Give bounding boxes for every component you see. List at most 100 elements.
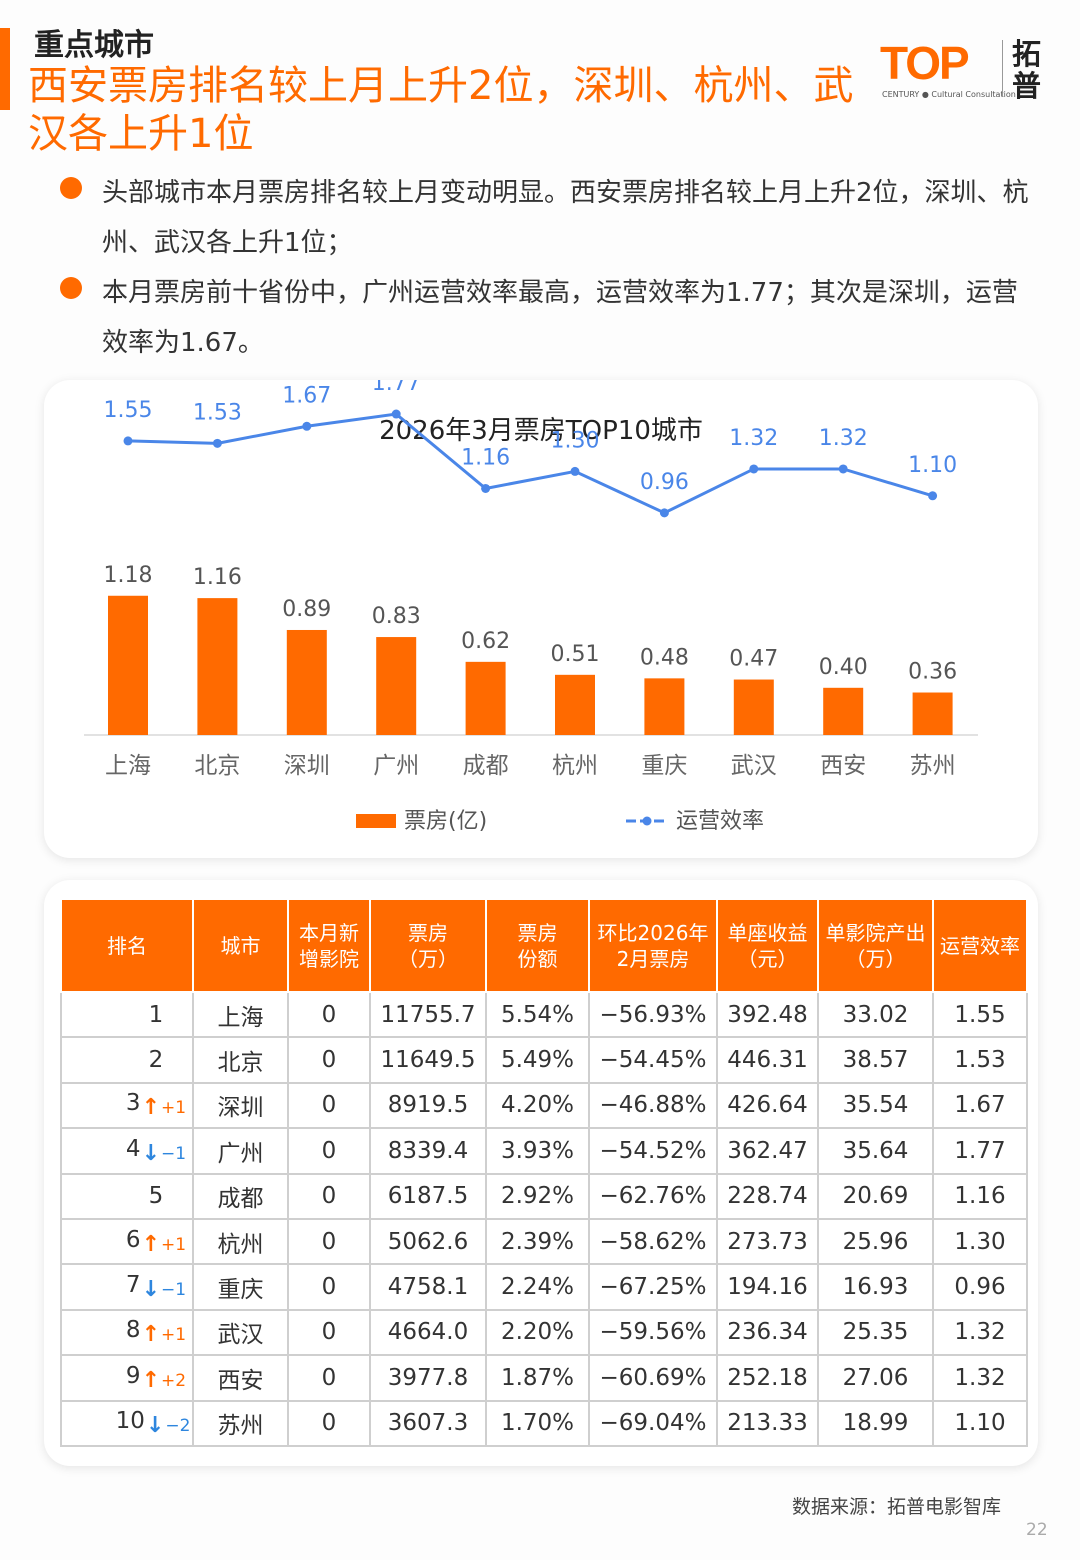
cell-eff: 1.32 bbox=[932, 1308, 1028, 1357]
cell-seat: 228.74 bbox=[716, 1172, 819, 1220]
section-label: 重点城市 bbox=[34, 28, 154, 63]
cell-box: 11755.7 bbox=[369, 990, 487, 1039]
column-header: 票房 份额 bbox=[485, 900, 590, 993]
bar-label: 0.48 bbox=[640, 645, 689, 670]
accent-bar bbox=[0, 28, 10, 110]
logo-subtitle: CENTURY ● Cultural Consultation bbox=[882, 90, 1016, 99]
bar-label: 0.36 bbox=[908, 660, 957, 685]
cell-new: 0 bbox=[287, 1081, 371, 1130]
cell-box: 6187.5 bbox=[369, 1172, 487, 1220]
rank-cell: 3↑+1 bbox=[60, 1081, 194, 1130]
bar-label: 0.83 bbox=[372, 604, 421, 629]
efficiency-point bbox=[928, 491, 938, 501]
column-header: 票房 （万） bbox=[369, 900, 487, 993]
table-row: 10↓−2 苏州 0 3607.3 1.70% −69.04% 213.33 18.99 1.1… bbox=[60, 1399, 1028, 1447]
data-source: 数据来源：拓普电影智库 bbox=[792, 1496, 1002, 1518]
table-row: 3↑+1 深圳 0 8919.5 4.20% −46.88% 426.64 35.54 1.67 bbox=[60, 1081, 1028, 1130]
rank-number: 1 bbox=[148, 1001, 164, 1028]
cell-new: 0 bbox=[287, 1399, 371, 1447]
cell-mom: −60.69% bbox=[588, 1354, 718, 1402]
efficiency-label: 0.96 bbox=[640, 470, 689, 495]
cell-share: 2.24% bbox=[485, 1263, 590, 1311]
cell-city: 重庆 bbox=[192, 1263, 289, 1311]
bar-北京 bbox=[197, 598, 238, 735]
cell-cinema: 25.96 bbox=[817, 1217, 934, 1266]
efficiency-point bbox=[481, 483, 491, 493]
bullet-dot-icon bbox=[60, 177, 82, 199]
arrow-up-icon: ↑ bbox=[141, 1231, 160, 1257]
rank-number: 4 bbox=[125, 1135, 141, 1162]
table-row: 8↑+1 武汉 0 4664.0 2.20% −59.56% 236.34 25.35 1.32 bbox=[60, 1308, 1028, 1357]
column-header: 城市 bbox=[192, 900, 289, 993]
cell-new: 0 bbox=[287, 1263, 371, 1311]
efficiency-point bbox=[391, 409, 401, 419]
cell-box: 8919.5 bbox=[369, 1081, 487, 1130]
cell-eff: 1.67 bbox=[932, 1081, 1028, 1130]
efficiency-point bbox=[570, 466, 580, 476]
cell-eff: 1.53 bbox=[932, 1036, 1028, 1084]
cell-eff: 1.16 bbox=[932, 1172, 1028, 1220]
table-row: 6↑+1 杭州 0 5062.6 2.39% −58.62% 273.73 25.96 1.30 bbox=[60, 1217, 1028, 1266]
bullet-item: 本月票房前十省份中，广州运营效率最高，运营效率为1.77；其次是深圳，运营效率为… bbox=[60, 268, 1030, 368]
rank-change: +2 bbox=[161, 1370, 187, 1391]
bar-label: 0.89 bbox=[282, 597, 331, 622]
page-headline: 西安票房排名较上月上升2位，深圳、杭州、武汉各上升1位 bbox=[28, 63, 854, 157]
rank-change: +1 bbox=[161, 1234, 187, 1255]
cell-box: 3977.8 bbox=[369, 1354, 487, 1402]
cell-city: 深圳 bbox=[192, 1081, 289, 1130]
legend-bar-label: 票房(亿) bbox=[404, 809, 487, 834]
arrow-up-icon: ↑ bbox=[141, 1322, 160, 1348]
category-label: 北京 bbox=[194, 753, 240, 779]
cell-seat: 362.47 bbox=[716, 1127, 819, 1175]
cell-cinema: 35.54 bbox=[817, 1081, 934, 1130]
table-row: 5 成都 0 6187.5 2.92% −62.76% 228.74 20.69 1.16 bbox=[60, 1172, 1028, 1220]
cell-city: 广州 bbox=[192, 1127, 289, 1175]
cell-share: 2.39% bbox=[485, 1217, 590, 1266]
logo-chinese: 拓普 bbox=[1012, 37, 1042, 103]
cell-share: 3.93% bbox=[485, 1127, 590, 1175]
cell-city: 苏州 bbox=[192, 1399, 289, 1447]
cell-city: 上海 bbox=[192, 990, 289, 1039]
cell-seat: 273.73 bbox=[716, 1217, 819, 1266]
table-row: 7↓−1 重庆 0 4758.1 2.24% −67.25% 194.16 16.93 0.96 bbox=[60, 1263, 1028, 1311]
rank-change: −1 bbox=[161, 1143, 187, 1164]
bar-label: 1.18 bbox=[104, 563, 153, 588]
cell-box: 5062.6 bbox=[369, 1217, 487, 1266]
rank-cell: 10↓−2 bbox=[60, 1399, 194, 1447]
table-row: 4↓−1 广州 0 8339.4 3.93% −54.52% 362.47 35.64 1.77 bbox=[60, 1127, 1028, 1175]
cell-cinema: 35.64 bbox=[817, 1127, 934, 1175]
cell-mom: −54.45% bbox=[588, 1036, 718, 1084]
efficiency-label: 1.77 bbox=[372, 380, 421, 396]
cell-share: 5.54% bbox=[485, 990, 590, 1039]
cell-mom: −59.56% bbox=[588, 1308, 718, 1357]
cell-city: 杭州 bbox=[192, 1217, 289, 1266]
rank-change: −1 bbox=[161, 1280, 187, 1301]
table-row: 1 上海 0 11755.7 5.54% −56.93% 392.48 33.02 1.55 bbox=[60, 990, 1028, 1039]
cell-seat: 236.34 bbox=[716, 1308, 819, 1357]
column-header: 排名 bbox=[60, 900, 194, 993]
category-label: 成都 bbox=[463, 753, 509, 779]
cell-share: 2.92% bbox=[485, 1172, 590, 1220]
bar-label: 0.62 bbox=[461, 629, 510, 654]
bullet-text: 头部城市本月票房排名较上月变动明显。西安票房排名较上月上升2位，深圳、杭州、武汉… bbox=[102, 178, 1029, 258]
cell-seat: 392.48 bbox=[716, 990, 819, 1039]
cell-share: 1.87% bbox=[485, 1354, 590, 1402]
arrow-down-icon: ↓ bbox=[141, 1277, 160, 1303]
bullet-text: 本月票房前十省份中，广州运营效率最高，运营效率为1.77；其次是深圳，运营效率为… bbox=[102, 278, 1018, 358]
arrow-down-icon: ↓ bbox=[141, 1140, 160, 1166]
bar-西安 bbox=[823, 687, 864, 735]
table-row: 9↑+2 西安 0 3977.8 1.87% −60.69% 252.18 27.06 1.32 bbox=[60, 1354, 1028, 1402]
efficiency-label: 1.32 bbox=[729, 426, 778, 451]
bar-重庆 bbox=[644, 678, 685, 735]
rank-number: 10 bbox=[115, 1408, 145, 1435]
bullet-item: 头部城市本月票房排名较上月变动明显。西安票房排名较上月上升2位，深圳、杭州、武汉… bbox=[60, 168, 1030, 268]
rank-number: 2 bbox=[148, 1047, 164, 1074]
logo-wordmark: TOP bbox=[880, 37, 970, 89]
cell-city: 武汉 bbox=[192, 1308, 289, 1357]
cell-cinema: 27.06 bbox=[817, 1354, 934, 1402]
cell-cinema: 38.57 bbox=[817, 1036, 934, 1084]
bar-成都 bbox=[465, 661, 506, 735]
column-header: 环比2026年 2月票房 bbox=[588, 900, 718, 993]
ranking-table: 排名 城市 本月新 增影院 票房 （万） 票房 份额 环比2026年 2月票房 单座收益 （元） 单影院… bbox=[60, 900, 1028, 1447]
